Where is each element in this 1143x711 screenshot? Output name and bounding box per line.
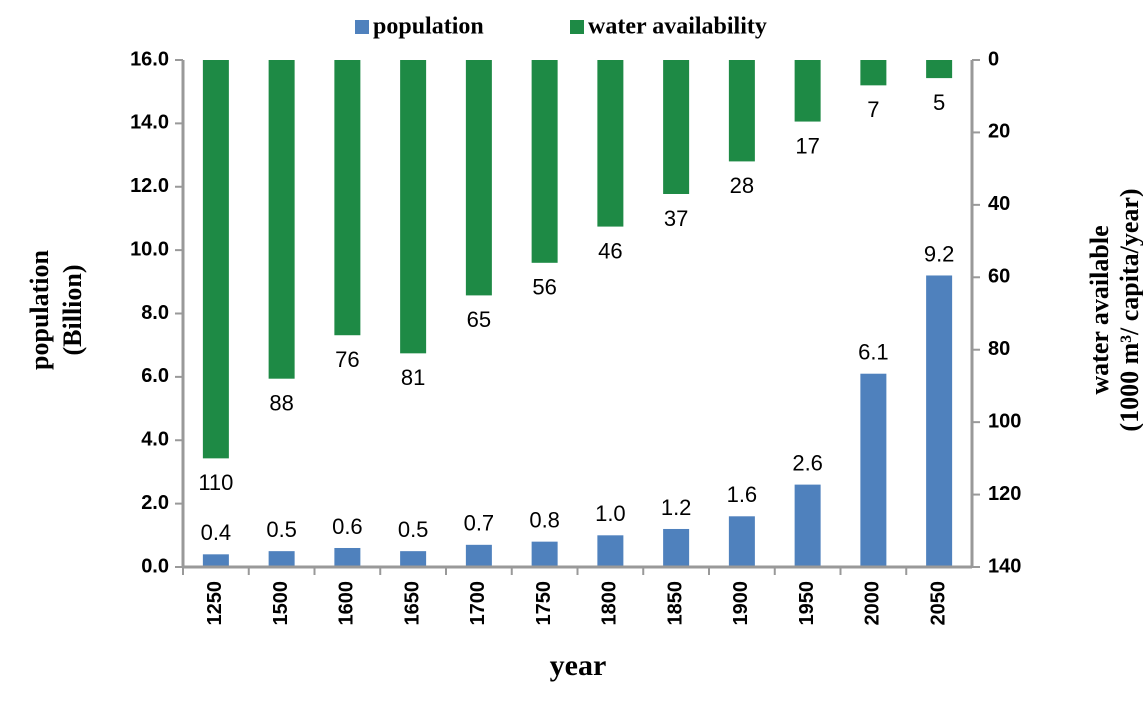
y-tick-label: 8.0: [141, 302, 169, 324]
y-tick-label: 14.0: [130, 112, 169, 134]
y-tick-label: 2.0: [141, 492, 169, 514]
y2-tick-label: 140: [988, 555, 1021, 577]
y-tick-label: 4.0: [141, 429, 169, 451]
data-label: 7: [867, 97, 879, 122]
bar: [794, 484, 821, 567]
y2-tick-label: 80: [988, 338, 1010, 360]
y-axis-label: (Billion): [58, 264, 87, 355]
data-label: 56: [532, 275, 556, 300]
y-tick-label: 0.0: [141, 555, 169, 577]
x-tick-label: 1900: [730, 581, 752, 626]
x-tick-label: 1800: [599, 581, 621, 626]
x-tick-label: 2000: [862, 581, 884, 626]
y2-tick-label: 100: [988, 410, 1021, 432]
data-label: 1.0: [595, 501, 626, 526]
legend-swatch: [355, 20, 369, 34]
data-label: 5: [933, 90, 945, 115]
data-label: 1.2: [661, 495, 692, 520]
bar: [268, 551, 295, 567]
y2-tick-label: 60: [988, 266, 1010, 288]
bar: [663, 60, 690, 194]
bar: [926, 60, 953, 79]
bar: [663, 528, 690, 567]
y-tick-label: 10.0: [130, 238, 169, 260]
bar: [926, 275, 953, 567]
data-label: 9.2: [924, 241, 955, 266]
legend-label: population: [373, 14, 484, 40]
bar: [860, 60, 887, 86]
y2-tick-label: 20: [988, 121, 1010, 143]
bar: [465, 60, 492, 296]
bar: [531, 541, 558, 567]
data-label: 37: [664, 206, 688, 231]
bar: [860, 373, 887, 567]
bar: [728, 516, 755, 567]
bar: [597, 60, 624, 227]
x-tick-label: 1750: [533, 581, 555, 626]
x-tick-label: 1850: [664, 581, 686, 626]
data-label: 6.1: [858, 340, 889, 365]
data-label: 0.5: [398, 517, 429, 542]
data-label: 1.6: [727, 482, 758, 507]
data-label: 0.7: [464, 511, 495, 536]
bar: [794, 60, 821, 122]
data-label: 76: [335, 347, 359, 372]
x-tick-label: 1500: [270, 581, 292, 626]
data-label: 28: [730, 173, 754, 198]
data-label: 110: [198, 470, 233, 495]
y-axis-label: population: [25, 249, 54, 369]
x-axis-label: year: [550, 649, 607, 682]
data-label: 88: [269, 390, 293, 415]
x-tick-label: 1250: [204, 581, 226, 626]
y-tick-label: 12.0: [130, 175, 169, 197]
data-label: 0.4: [201, 520, 232, 545]
bar: [202, 554, 229, 567]
y2-tick-label: 120: [988, 483, 1021, 505]
bar: [202, 60, 229, 459]
x-tick-label: 1650: [401, 581, 423, 626]
bar: [334, 60, 361, 336]
data-label: 46: [598, 238, 622, 263]
bar: [597, 535, 624, 567]
bar: [531, 60, 558, 263]
bar: [728, 60, 755, 162]
y2-tick-label: 40: [988, 193, 1010, 215]
legend-swatch: [570, 20, 584, 34]
data-label: 81: [401, 365, 425, 390]
data-label: 17: [795, 133, 819, 158]
y2-axis-label: (1000 m³/ capita/year): [1115, 188, 1143, 431]
bar: [400, 551, 427, 567]
x-tick-label: 1600: [336, 581, 358, 626]
data-label: 65: [467, 307, 491, 332]
x-tick-label: 2050: [927, 581, 949, 626]
x-tick-label: 1700: [467, 581, 489, 626]
data-label: 0.6: [332, 514, 363, 539]
data-label: 2.6: [792, 450, 823, 475]
y2-axis-label: water available: [1085, 225, 1114, 394]
bar: [268, 60, 295, 379]
data-label: 0.5: [266, 517, 297, 542]
x-tick-label: 1950: [796, 581, 818, 626]
legend-label: water availability: [588, 14, 767, 40]
y-tick-label: 16.0: [130, 48, 169, 70]
y-tick-label: 6.0: [141, 365, 169, 387]
bar: [465, 544, 492, 567]
bar: [334, 547, 361, 567]
bar: [400, 60, 427, 354]
y2-tick-label: 0: [988, 48, 999, 70]
data-label: 0.8: [529, 507, 560, 532]
